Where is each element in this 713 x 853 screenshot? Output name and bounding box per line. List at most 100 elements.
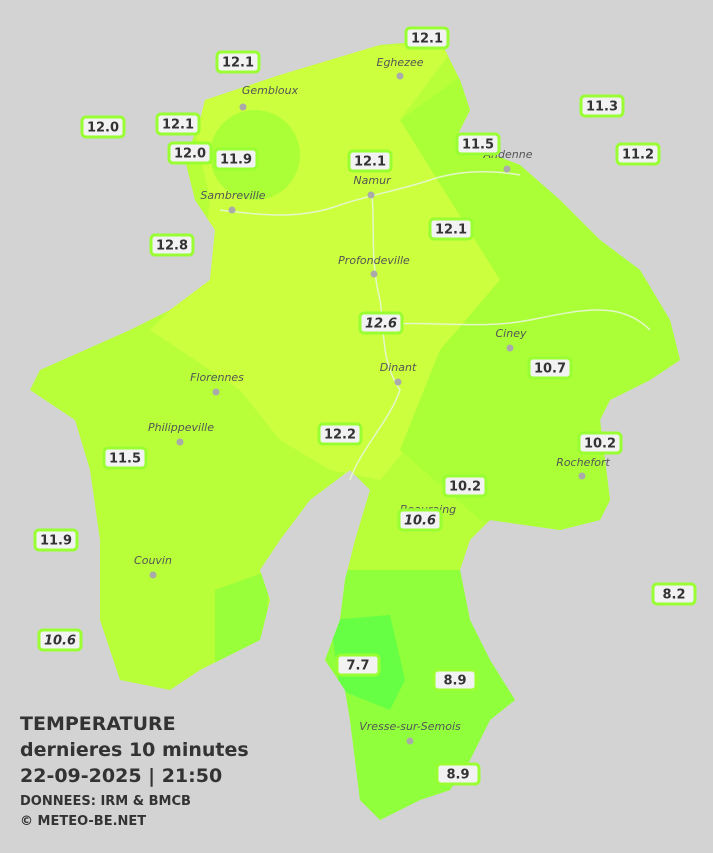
city-name: Sambreville [200,189,265,202]
station-box [149,233,195,257]
city-name: Couvin [134,554,172,567]
title-line: dernieres 10 minutes [20,739,249,761]
river [219,170,521,216]
station-box [102,446,148,470]
station: 12.1 [155,112,201,136]
station: 8.9 [435,762,481,786]
station-box [651,582,697,606]
station: 12.0 [167,141,213,165]
station-value: 10.2 [584,437,616,452]
cities: EghezeeGemblouxAndenneNamurSambrevillePr… [134,56,610,745]
credit-line: © METEO-BE.NET [20,814,146,829]
station: 8.2 [651,582,697,606]
station-value: 11.3 [586,100,618,115]
station-box [215,50,261,74]
city-name: Gembloux [242,84,299,97]
station-box [167,141,213,165]
river [349,194,401,481]
station-box [347,149,393,173]
city-name: Ciney [496,327,527,340]
city-dot [239,103,247,111]
title-line: TEMPERATURE [20,713,176,735]
station-box [155,112,201,136]
station: 10.2 [442,474,488,498]
station-value: 12.1 [162,118,194,133]
legend: TEMPERATURE dernieres 10 minutes 22-09-202… [20,713,249,829]
station-value: 11.9 [220,153,252,168]
station-value: 12.2 [324,428,356,443]
station-value: 10.6 [404,514,436,529]
station-value: 12.1 [354,155,386,170]
city-dot [394,378,402,386]
city-dot [578,472,586,480]
station: 11.9 [213,147,259,171]
station: 12.1 [215,50,261,74]
station-box [577,431,623,455]
station: 11.5 [455,132,501,156]
city-dot [396,72,404,80]
station-box [428,217,474,241]
station-value: 10.7 [534,362,566,377]
station: 8.9 [432,668,478,692]
station: 10.6 [397,508,443,532]
city-dot [506,344,514,352]
city-name: Florennes [190,371,244,384]
station-value: 12.1 [411,32,443,47]
city-name: Dinant [380,361,417,374]
station-value: 12.1 [222,56,254,71]
station-value: 8.9 [443,674,466,689]
station: 12.0 [80,115,126,139]
stations: 12.1 12.1 12.0 12.1 12.0 11.9 11.3 11.5 11.2 12.1… [33,26,697,786]
station: 10.7 [527,356,573,380]
station-value: 11.5 [109,452,141,467]
station: 10.2 [577,431,623,455]
station-box [213,147,259,171]
city-dot [406,737,414,745]
city-name: Philippeville [148,421,214,434]
station-value: 12.1 [435,223,467,238]
station-value: 11.9 [40,534,72,549]
station-box [335,653,381,677]
station-box [80,115,126,139]
station-value: 8.9 [446,768,469,783]
station: 12.8 [149,233,195,257]
credit-line: DONNEES: IRM & BMCB [20,794,191,809]
station-box [442,474,488,498]
city-name: Profondeville [338,254,410,267]
station-box [435,762,481,786]
station: 12.6 [358,311,404,335]
station: 12.2 [317,422,363,446]
city-name: Vresse-sur-Semois [359,720,461,733]
station-value: 8.2 [662,588,685,603]
station-box [358,311,404,335]
station-box [579,94,625,118]
rivers [219,170,651,481]
station-box [455,132,501,156]
station-box [37,628,83,652]
station-value: 12.6 [365,317,397,332]
city-dot [228,206,236,214]
zone-sw [215,570,270,665]
river [379,309,651,331]
city-dot [503,165,511,173]
station: 7.7 [335,653,381,677]
city-dot [212,388,220,396]
station-box [33,528,79,552]
station-value: 12.8 [156,239,188,254]
station: 11.2 [615,142,661,166]
station-value: 10.6 [44,634,76,649]
city-dot [176,438,184,446]
station-value: 11.2 [622,148,654,163]
station-value: 10.2 [449,480,481,495]
city-dot [367,191,375,199]
station-box [317,422,363,446]
station: 11.3 [579,94,625,118]
station-box [397,508,443,532]
city-name: Eghezee [377,56,424,69]
city-name: Rochefort [556,456,610,469]
city-name: Namur [353,174,392,187]
station: 11.9 [33,528,79,552]
station: 12.1 [428,217,474,241]
station: 10.6 [37,628,83,652]
station-box [432,668,478,692]
